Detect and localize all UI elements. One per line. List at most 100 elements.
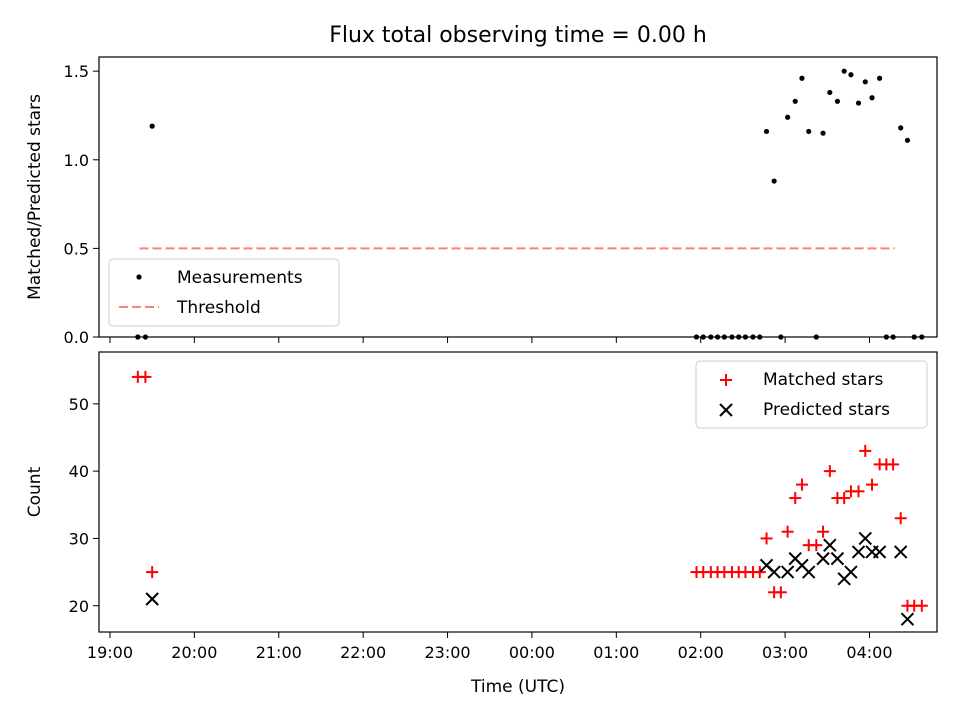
predicted-star-point	[900, 612, 915, 626]
x-stroke	[767, 565, 781, 579]
matched-star-point	[789, 492, 802, 505]
x-stroke	[816, 551, 830, 566]
predicted-star-point	[851, 545, 866, 559]
measurement-point	[898, 125, 904, 131]
x-tick-label: 20:00	[171, 643, 217, 662]
x-stroke	[894, 545, 908, 559]
matched-star-point	[852, 485, 865, 498]
chart-title: Flux total observing time = 0.00 h	[329, 23, 707, 48]
measurement-point	[848, 72, 854, 78]
measurement-point	[799, 75, 805, 81]
x-axis-label: Time (UTC)	[470, 677, 565, 697]
x-stroke	[851, 545, 866, 559]
legend: Matched stars Predicted stars	[695, 360, 928, 429]
measurement-point	[785, 114, 791, 120]
x-stroke	[780, 565, 795, 579]
bottom-panel: 20 30 40 50 19:00 20:00 21:00 22:00 23:00 00:00 01…	[25, 351, 938, 697]
measurement-point	[763, 128, 770, 135]
matched-star-point	[894, 512, 907, 525]
matched-star-point	[838, 492, 851, 505]
y-axis-label: Count	[25, 466, 45, 517]
predicted-star-point	[858, 531, 872, 546]
x-stroke	[788, 551, 802, 566]
legend-predicted-label: Predicted stars	[763, 400, 890, 420]
measurement-point	[834, 98, 841, 104]
y-tick-label: 0.0	[64, 328, 89, 347]
matched-star-point	[774, 586, 787, 599]
measurement-point	[862, 79, 868, 85]
x-stroke	[145, 592, 159, 606]
legend-box	[108, 258, 340, 327]
x-stroke	[823, 538, 837, 552]
predicted-star-point	[767, 565, 781, 579]
x-stroke	[858, 531, 872, 546]
measurement-point	[792, 98, 798, 104]
x-tick-label: 03:00	[762, 643, 808, 662]
predicted-star-point	[802, 565, 816, 579]
predicted-star-point	[816, 551, 830, 566]
predicted-star-point	[823, 538, 837, 552]
measurement-point	[904, 137, 911, 143]
x-tick-label: 02:00	[678, 643, 724, 662]
y-axis-label: Matched/Predicted stars	[25, 94, 45, 300]
legend: Measurements Threshold	[108, 258, 340, 327]
x-tick-label: 22:00	[340, 643, 386, 662]
matched-star-point	[760, 532, 773, 545]
legend-predicted-marker	[719, 403, 733, 417]
x-stroke	[844, 565, 858, 579]
matched-star-point	[859, 444, 872, 457]
matched-star-point	[795, 478, 808, 491]
measurement-point	[869, 95, 875, 101]
x-tick-label: 21:00	[256, 643, 302, 662]
x-stroke	[900, 612, 915, 626]
predicted-star-point	[872, 545, 887, 559]
measurement-point	[855, 100, 862, 106]
plot-frame	[98, 351, 938, 633]
x-stroke	[802, 565, 816, 579]
predicted-star-point	[830, 551, 845, 566]
legend-measurements-label: Measurements	[177, 268, 303, 288]
x-stroke	[759, 558, 774, 573]
matched-star-point	[823, 465, 836, 478]
measurement-point	[827, 89, 833, 96]
matched-star-point	[887, 458, 900, 471]
x-tick-label: 23:00	[424, 643, 470, 662]
matched-star-point	[817, 525, 830, 538]
matched-star-point	[753, 566, 766, 579]
matched-star-point	[810, 539, 823, 552]
predicted-star-point	[780, 565, 795, 579]
plot-frame	[98, 56, 938, 338]
y-tick-label: 40	[69, 462, 89, 481]
predicted-star-point	[145, 592, 159, 606]
legend-threshold-label: Threshold	[176, 298, 261, 318]
y-tick-label: 50	[69, 395, 89, 414]
measurement-point	[771, 178, 777, 184]
y-tick-label: 1.0	[64, 151, 89, 170]
matched-star-point	[146, 566, 159, 579]
legend-box	[695, 360, 928, 429]
x-tick-label: 19:00	[87, 643, 133, 662]
x-tick-label: 04:00	[846, 643, 892, 662]
measurement-point	[806, 128, 812, 135]
y-tick-label: 1.5	[64, 62, 89, 81]
matched-star-point	[139, 370, 152, 383]
x-stroke	[830, 551, 845, 566]
x-stroke	[795, 558, 809, 573]
predicted-star-point	[894, 545, 908, 559]
x-tick-label: 00:00	[509, 643, 555, 662]
legend-measurement-marker	[136, 274, 142, 280]
measurement-point	[149, 123, 155, 129]
matched-star-point	[781, 525, 794, 538]
measurement-point	[877, 75, 883, 81]
x-tick-label: 01:00	[593, 643, 639, 662]
matched-star-point	[915, 599, 928, 612]
y-tick-label: 30	[69, 529, 89, 548]
top-panel: 0.0 0.5 1.0 1.5 Matched/Predicted stars Measu…	[25, 56, 938, 347]
legend-matched-label: Matched stars	[763, 370, 883, 390]
y-tick-label: 0.5	[64, 239, 89, 258]
predicted-star-point	[844, 565, 858, 579]
matched-star-point	[866, 478, 879, 491]
y-tick-label: 20	[69, 597, 89, 616]
measurement-point	[841, 68, 847, 74]
